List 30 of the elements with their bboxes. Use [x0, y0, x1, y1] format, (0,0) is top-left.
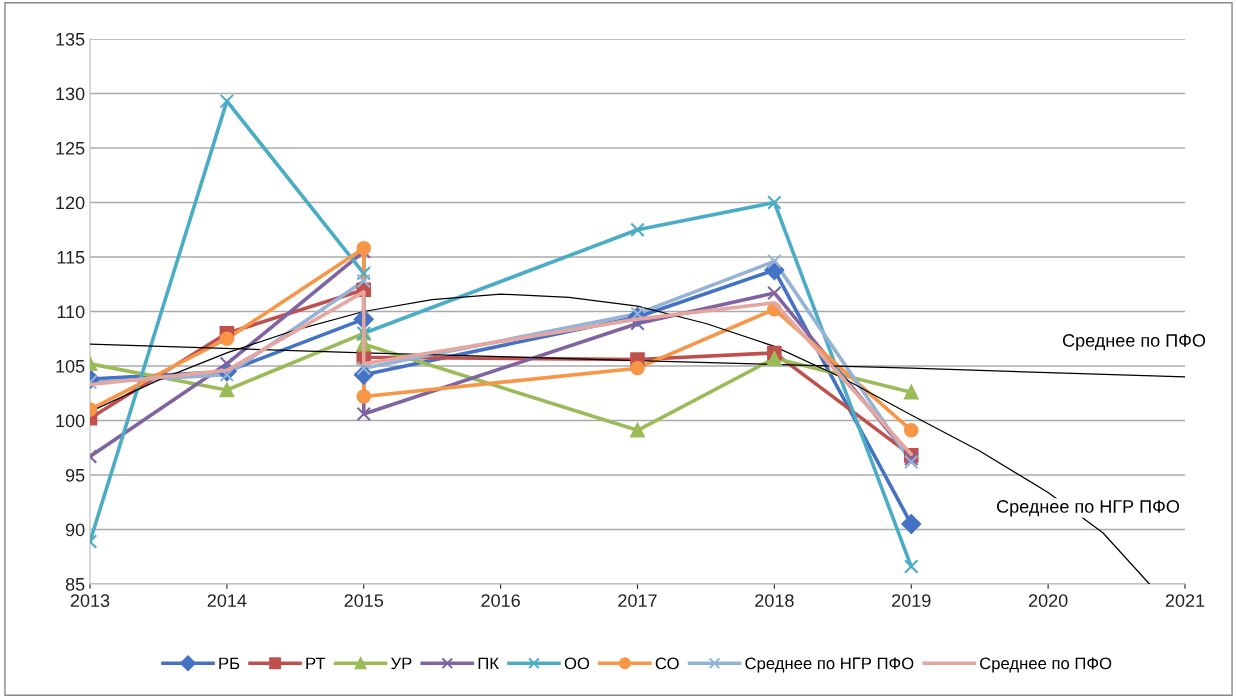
- legend-label: РТ: [306, 657, 326, 670]
- x-tick-label: 2014: [207, 594, 247, 607]
- x-tick-label: 2015: [344, 594, 384, 607]
- x-tick-label: 2019: [892, 594, 931, 607]
- legend-label: РБ: [219, 657, 240, 670]
- y-tick-label: 105: [56, 359, 85, 373]
- legend-label: ОО: [564, 657, 590, 670]
- y-tick-label: 125: [56, 141, 85, 155]
- y-tick-label: 120: [56, 196, 85, 210]
- x-tick-label: 2021: [1165, 594, 1205, 607]
- legend-label: Среднее по НГР ПФО: [745, 657, 914, 673]
- x-tick-label: 2013: [70, 594, 110, 607]
- y-tick-label: 95: [65, 468, 85, 482]
- legend-label: СО: [655, 657, 679, 670]
- x-tick-label: 2017: [618, 594, 657, 607]
- y-tick-label: 110: [57, 305, 85, 319]
- annotation: Среднее по ПФО: [1062, 334, 1206, 351]
- y-tick-label: 135: [56, 32, 85, 46]
- x-tick-label: 2020: [1028, 594, 1068, 607]
- x-tick-label: 2016: [481, 594, 520, 607]
- legend-label: УР: [391, 657, 412, 670]
- annotation: Среднее по НГР ПФО: [997, 500, 1180, 517]
- y-tick-label: 130: [56, 87, 85, 101]
- y-tick-label: 90: [65, 523, 85, 537]
- x-tick-label: 2018: [755, 594, 794, 607]
- legend-label: ПК: [478, 657, 499, 670]
- y-tick-label: 85: [65, 577, 85, 591]
- y-tick-label: 100: [56, 414, 85, 428]
- legend-label: Среднее по ПФО: [980, 657, 1112, 673]
- y-tick-label: 115: [57, 251, 85, 264]
